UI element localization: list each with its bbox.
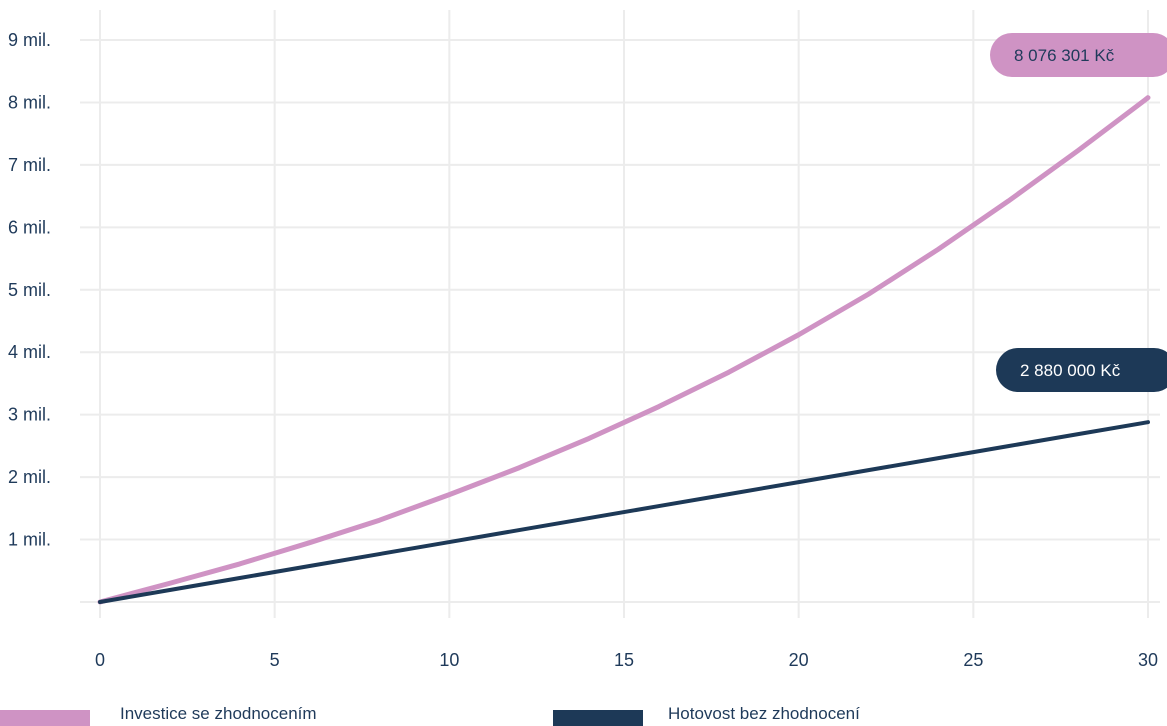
y-tick-label: 6 mil.: [8, 217, 51, 237]
grid-layer: [80, 10, 1160, 618]
series-line-cash: [98, 420, 1150, 604]
y-axis-ticks: 1 mil. 2 mil. 3 mil. 4 mil. 5 mil. 6 mil. 7 mi…: [8, 30, 51, 550]
y-tick-label: 4 mil.: [8, 342, 51, 362]
end-badge-cash: 2 880 000 Kč: [996, 348, 1167, 392]
x-tick-label: 0: [95, 650, 105, 670]
y-tick-label: 2 mil.: [8, 467, 51, 487]
x-tick-label: 15: [614, 650, 634, 670]
y-tick-label: 1 mil.: [8, 530, 51, 550]
series-line-invest: [97, 95, 1151, 605]
series-layer: [97, 95, 1151, 605]
line-chart: 1 mil. 2 mil. 3 mil. 4 mil. 5 mil. 6 mil. 7 mi…: [8, 10, 1167, 670]
x-axis-ticks: 0 5 10 15 20 25 30: [95, 650, 1158, 670]
legend-label-cash: Hotovost bez zhodnocení: [668, 704, 860, 723]
y-tick-label: 7 mil.: [8, 155, 51, 175]
end-badge-invest: 8 076 301 Kč: [990, 33, 1167, 77]
y-tick-label: 8 mil.: [8, 92, 51, 112]
end-badge-invest-bg: [990, 33, 1167, 77]
x-tick-label: 5: [270, 650, 280, 670]
x-tick-label: 20: [789, 650, 809, 670]
y-tick-label: 9 mil.: [8, 30, 51, 50]
y-tick-label: 5 mil.: [8, 280, 51, 300]
end-badge-cash-bg: [996, 348, 1167, 392]
y-tick-label: 3 mil.: [8, 405, 51, 425]
end-badge-invest-label: 8 076 301 Kč: [1014, 46, 1115, 65]
legend: Investice se zhodnocením Hotovost bez zh…: [0, 704, 1167, 726]
x-tick-label: 30: [1138, 650, 1158, 670]
x-tick-label: 10: [439, 650, 459, 670]
end-badge-cash-label: 2 880 000 Kč: [1020, 361, 1121, 380]
legend-label-invest: Investice se zhodnocením: [120, 704, 317, 723]
x-tick-label: 25: [963, 650, 983, 670]
legend-swatch-invest: [0, 710, 90, 726]
end-value-badges: 8 076 301 Kč 2 880 000 Kč: [990, 33, 1167, 392]
legend-swatch-cash: [553, 710, 643, 726]
